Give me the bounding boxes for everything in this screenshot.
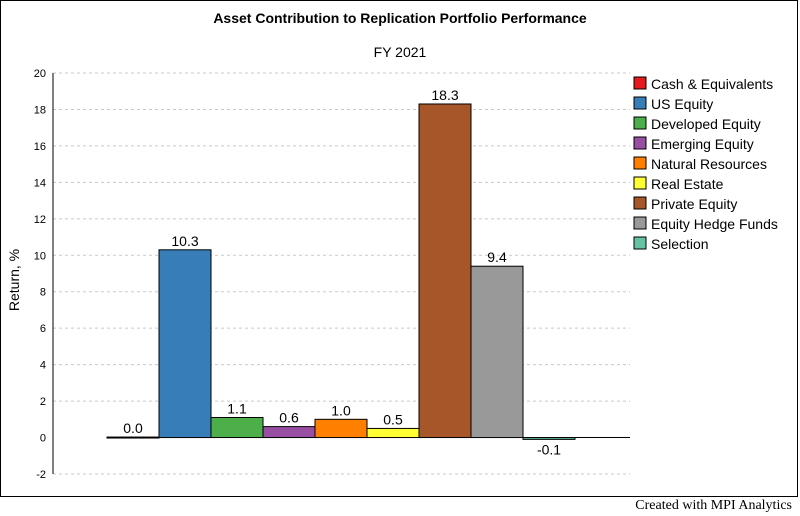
- data-labels: 0.0 10.3 1.1 0.6 1.0 0.5 18.3 9.4 -0.1: [123, 87, 561, 457]
- bar: [106, 436, 160, 439]
- data-label: 9.4: [487, 249, 507, 265]
- bar: [366, 427, 420, 439]
- legend-swatch: [633, 216, 647, 230]
- data-label: 0.0: [123, 420, 143, 436]
- legend-label: Selection: [651, 236, 709, 252]
- y-tick-label: 4: [40, 360, 46, 372]
- y-axis-label: Return, %: [6, 249, 22, 311]
- data-label: 0.6: [279, 410, 299, 426]
- legend-swatch: [633, 76, 647, 90]
- legend-swatch: [633, 116, 647, 130]
- gridlines: [53, 72, 630, 475]
- bar: [262, 426, 316, 439]
- bar: [210, 416, 264, 439]
- y-tick-label: 14: [34, 177, 46, 189]
- legend-swatch: [633, 96, 647, 110]
- y-tick-label: 2: [40, 396, 46, 408]
- data-label: 1.0: [331, 402, 351, 418]
- bar: [470, 265, 524, 439]
- chart: Asset Contribution to Replication Portfo…: [6, 10, 778, 481]
- y-tick-label: 8: [40, 287, 46, 299]
- legend-label: Natural Resources: [651, 156, 767, 172]
- chart-title: Asset Contribution to Replication Portfo…: [213, 10, 587, 26]
- data-label: 0.5: [383, 411, 403, 427]
- y-tick-label: 12: [34, 214, 46, 226]
- y-tick-label: 16: [34, 141, 46, 153]
- legend-swatch: [633, 176, 647, 190]
- y-tick-label: 10: [34, 250, 46, 262]
- data-label: 18.3: [431, 87, 458, 103]
- y-tick-label: 0: [40, 433, 46, 445]
- legend-swatch: [633, 136, 647, 150]
- data-label: 1.1: [227, 400, 247, 416]
- legend-label: Emerging Equity: [651, 136, 754, 152]
- footer-credit: Created with MPI Analytics: [635, 498, 792, 513]
- legend-label: Real Estate: [651, 176, 724, 192]
- y-tick-label: 20: [34, 68, 46, 80]
- legend-swatch: [633, 196, 647, 210]
- legend-swatch: [633, 236, 647, 250]
- bar: [158, 249, 212, 439]
- bar: [418, 103, 472, 439]
- chart-subtitle: FY 2021: [374, 44, 427, 60]
- legend-label: Developed Equity: [651, 116, 761, 132]
- bar: [314, 418, 368, 439]
- legend-label: Cash & Equivalents: [651, 76, 773, 92]
- y-tick-label: 18: [34, 104, 46, 116]
- chart-frame: [0, 0, 798, 497]
- data-label: -0.1: [537, 441, 561, 457]
- legend-label: Private Equity: [651, 196, 737, 212]
- y-tick-label: -2: [36, 469, 46, 481]
- legend-label: US Equity: [651, 96, 713, 112]
- y-tick-label: 6: [40, 323, 46, 335]
- bars: [106, 103, 576, 440]
- bar: [522, 437, 576, 440]
- legend-label: Equity Hedge Funds: [651, 216, 778, 232]
- legend-swatch: [633, 156, 647, 170]
- data-label: 10.3: [171, 233, 198, 249]
- legend: Cash & Equivalents US Equity Developed Equ…: [633, 76, 778, 252]
